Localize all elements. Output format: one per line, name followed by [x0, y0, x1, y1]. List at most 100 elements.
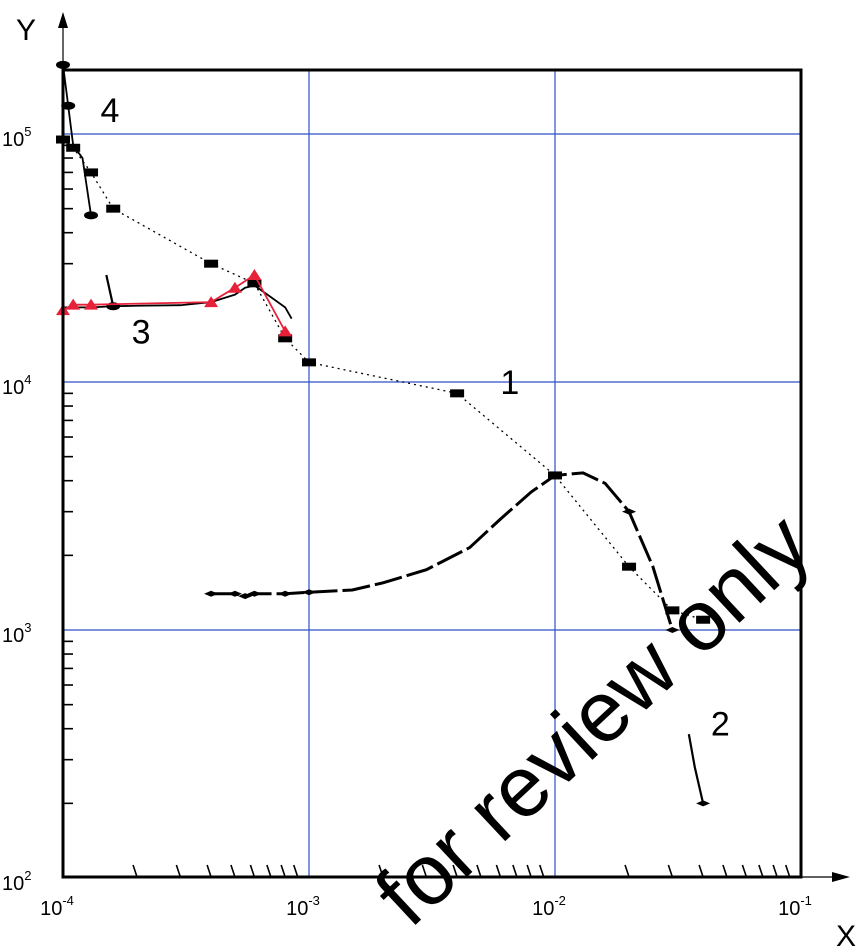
y-tick-exp: 2	[24, 868, 31, 883]
series-2	[204, 471, 711, 807]
x-minor-tick	[280, 864, 286, 878]
data-point	[622, 562, 637, 571]
data-point	[66, 143, 81, 152]
data-point	[84, 298, 99, 310]
data-point	[278, 325, 293, 337]
data-point	[61, 101, 76, 110]
y-tick-exp: 5	[24, 124, 31, 139]
series-line-segment	[105, 274, 115, 307]
plot-frame	[61, 68, 803, 879]
series-red	[56, 269, 293, 337]
x-tick-exp: -3	[308, 893, 320, 908]
y-tick-base: 10	[2, 873, 24, 895]
data-point	[227, 590, 242, 597]
x-minor-tick	[421, 864, 428, 878]
x-minor-tick	[698, 864, 704, 878]
x-minor-tick	[230, 864, 236, 878]
x-tick-label: 10-3	[286, 893, 320, 920]
data-point	[84, 211, 99, 220]
y-tick-label: 104	[2, 372, 31, 399]
data-series	[56, 60, 711, 807]
x-minor-tick	[512, 864, 518, 878]
y-tick-label: 103	[2, 620, 31, 647]
data-point	[247, 269, 262, 281]
data-point	[247, 279, 262, 288]
x-tick-exp: -2	[554, 893, 566, 908]
y-axis-label: Y	[16, 14, 36, 47]
data-point	[66, 298, 81, 310]
data-point	[227, 281, 242, 293]
x-minor-tick	[292, 864, 299, 878]
x-tick-exp: -4	[62, 893, 74, 908]
x-minor-tick	[132, 864, 138, 878]
x-minor-tick	[476, 864, 482, 878]
x-tick-base: 10	[532, 898, 554, 920]
x-tick-label: 10-1	[778, 893, 812, 920]
series-4	[56, 60, 99, 220]
data-point	[548, 472, 562, 479]
series-line	[211, 471, 674, 631]
x-minor-tick	[784, 864, 791, 878]
x-minor-tick	[206, 864, 212, 878]
axes-arrows	[58, 12, 850, 882]
x-tick-base: 10	[286, 898, 308, 920]
series-number-label: 3	[132, 313, 151, 351]
data-point	[84, 168, 99, 177]
x-minor-tick	[624, 864, 630, 878]
series-line-segment	[687, 734, 705, 804]
x-minor-tick	[722, 864, 728, 878]
data-point	[204, 259, 219, 268]
x-axis-arrowhead	[832, 872, 850, 882]
x-tick-base: 10	[40, 898, 62, 920]
x-tick-label: 10-4	[40, 893, 74, 920]
data-point	[204, 590, 219, 597]
series-number-label: 4	[100, 92, 119, 130]
x-minor-tick	[452, 864, 458, 878]
series-number-label: 2	[711, 705, 730, 743]
x-tick-exp: -1	[800, 893, 812, 908]
data-point	[696, 800, 711, 807]
x-tick-base: 10	[778, 898, 800, 920]
series-1	[56, 135, 711, 624]
data-point	[238, 593, 253, 600]
x-minor-tick	[266, 864, 272, 878]
data-point	[278, 334, 293, 343]
y-tick-exp: 3	[24, 620, 31, 635]
x-minor-tick	[758, 864, 764, 878]
x-minor-tick	[538, 864, 545, 878]
data-point	[696, 615, 711, 624]
x-minor-tick	[175, 864, 182, 878]
x-minor-tick	[667, 864, 674, 878]
data-point	[665, 627, 680, 633]
grid-lines	[63, 70, 801, 877]
x-axis-label: X	[836, 920, 856, 951]
data-point	[278, 590, 293, 597]
data-point	[450, 389, 465, 398]
y-tick-base: 10	[2, 625, 24, 647]
series-annotations: 1 2 3 4	[100, 92, 729, 743]
x-minor-tick	[495, 864, 502, 878]
series-number-label: 1	[500, 364, 519, 402]
x-minor-tick	[526, 864, 532, 878]
data-point	[302, 589, 316, 596]
series-line	[62, 64, 92, 216]
x-minor-tick	[741, 864, 748, 878]
y-tick-base: 10	[2, 377, 24, 399]
series-line	[62, 139, 704, 621]
data-point	[665, 606, 680, 615]
y-tick-label: 105	[2, 124, 31, 151]
y-axis-arrowhead	[58, 12, 68, 28]
y-tick-base: 10	[2, 129, 24, 151]
axis-ticks	[63, 144, 791, 878]
data-point	[247, 590, 262, 597]
y-tick-label: 102	[2, 868, 31, 895]
x-minor-tick	[772, 864, 778, 878]
data-point	[204, 296, 219, 308]
data-point	[106, 204, 121, 213]
data-point	[302, 358, 316, 367]
y-tick-exp: 4	[24, 372, 31, 387]
x-minor-tick	[378, 864, 384, 878]
x-minor-tick	[249, 864, 256, 878]
